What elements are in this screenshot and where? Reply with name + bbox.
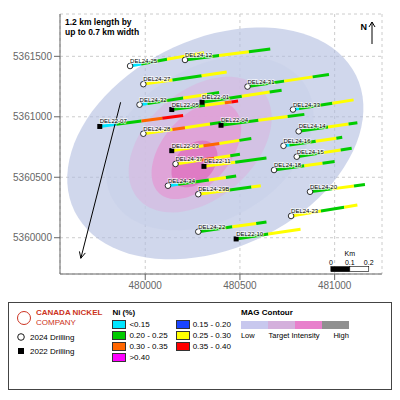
svg-text:DEL24-34: DEL24-34	[168, 178, 196, 184]
svg-text:DEL24-31: DEL24-31	[248, 79, 276, 85]
svg-text:DEL24-20: DEL24-20	[310, 184, 338, 190]
svg-text:Km: Km	[345, 250, 356, 257]
svg-text:DEL22-07: DEL22-07	[100, 118, 128, 124]
svg-text:480500: 480500	[223, 280, 257, 291]
svg-text:DEL24-29B: DEL24-29B	[198, 186, 229, 192]
html-text:0.20 - 0.25: 0.20 - 0.25	[129, 331, 168, 340]
svg-text:N: N	[361, 22, 368, 32]
svg-text:5361500: 5361500	[13, 51, 52, 62]
svg-text:480000: 480000	[129, 280, 163, 291]
svg-text:DEL24-18: DEL24-18	[274, 162, 302, 168]
svg-text:DEL22-03: DEL22-03	[172, 143, 200, 149]
html-text:2024 Drilling: 2024 Drilling	[30, 332, 75, 342]
svg-text:481000: 481000	[318, 280, 352, 291]
svg-text:DEL24-12: DEL24-12	[185, 52, 213, 58]
svg-text:DEL24-28: DEL24-28	[143, 126, 171, 132]
svg-text:DEL22-10: DEL22-10	[236, 231, 264, 237]
svg-text:up to 0.7 km width: up to 0.7 km width	[65, 27, 139, 37]
html-text:CANADA NICKEL: CANADA NICKEL	[36, 308, 103, 317]
html-text:Target Intensity: Target Intensity	[268, 331, 320, 340]
html-text:<0.15: <0.15	[129, 320, 150, 329]
svg-text:5360500: 5360500	[13, 172, 52, 183]
svg-text:DEL22-11: DEL22-11	[204, 158, 231, 164]
html-text:MAG Contour: MAG Contour	[240, 308, 293, 317]
svg-text:DEL24-22: DEL24-22	[198, 224, 226, 230]
svg-text:5361000: 5361000	[13, 111, 52, 122]
svg-text:0: 0	[329, 259, 333, 266]
svg-text:DEL24-33: DEL24-33	[293, 102, 321, 108]
svg-text:0.1: 0.1	[345, 259, 355, 266]
svg-text:DEL24-25: DEL24-25	[130, 58, 158, 64]
html-text:0.35 - 0.40: 0.35 - 0.40	[192, 342, 231, 351]
svg-text:DEL22-04: DEL22-04	[221, 117, 249, 123]
svg-text:DEL24-37: DEL24-37	[176, 156, 204, 162]
html-text:0.15 - 0.20: 0.15 - 0.20	[192, 320, 231, 329]
svg-text:0.2: 0.2	[364, 259, 374, 266]
html-text:Low: Low	[240, 331, 255, 340]
svg-text:DEL24-16: DEL24-16	[284, 138, 312, 144]
html-text:0.30 - 0.35: 0.30 - 0.35	[129, 342, 168, 351]
svg-text:5360000: 5360000	[13, 232, 52, 243]
html-text:Ni (%): Ni (%)	[112, 308, 135, 317]
html-text:2022 Drilling: 2022 Drilling	[30, 346, 75, 356]
svg-text:1.2 km length by: 1.2 km length by	[65, 17, 132, 27]
html-text:High: High	[333, 331, 349, 340]
html-text:0.25 - 0.30: 0.25 - 0.30	[192, 331, 231, 340]
svg-text:DEL24-27: DEL24-27	[143, 76, 171, 82]
svg-text:DEL24-23: DEL24-23	[291, 208, 319, 214]
svg-text:DEL22-05: DEL22-05	[172, 102, 200, 108]
html-text:>0.40: >0.40	[129, 353, 150, 362]
svg-text:DEL24-15: DEL24-15	[297, 149, 325, 155]
svg-text:DEL24-14: DEL24-14	[299, 123, 327, 129]
html-text:COMPANY: COMPANY	[36, 318, 76, 327]
svg-text:DEL22-01: DEL22-01	[202, 94, 230, 100]
svg-text:DEL24-32: DEL24-32	[140, 97, 168, 103]
